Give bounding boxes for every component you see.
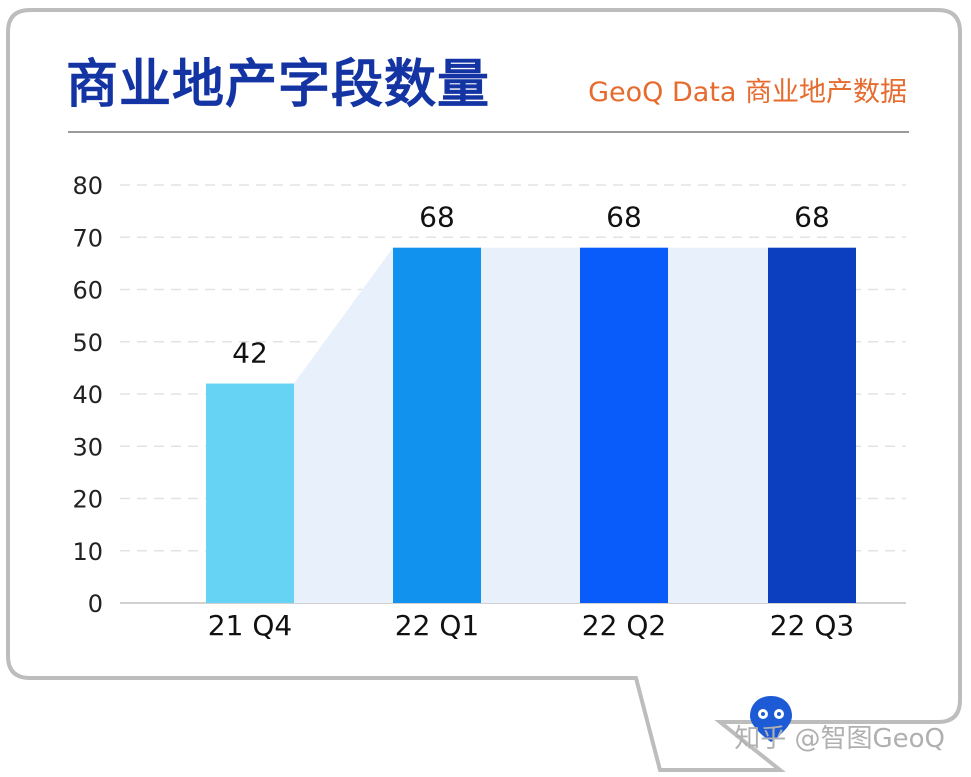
footer-credit: 知乎 @智图GeoQ bbox=[734, 724, 945, 754]
x-tick-label: 22 Q2 bbox=[582, 609, 666, 642]
y-tick-label: 10 bbox=[72, 538, 103, 566]
y-tick-label: 50 bbox=[72, 329, 103, 357]
y-tick-label: 80 bbox=[72, 172, 103, 200]
y-tick-label: 0 bbox=[88, 590, 103, 618]
x-axis-labels: 21 Q4 22 Q1 22 Q2 22 Q3 bbox=[208, 609, 854, 642]
bar-21-q4 bbox=[206, 383, 294, 603]
y-tick-label: 40 bbox=[72, 381, 103, 409]
x-tick-label: 22 Q1 bbox=[395, 609, 479, 642]
bars bbox=[206, 247, 856, 603]
chart-title: 商业地产字段数量 bbox=[66, 55, 491, 115]
connector-band bbox=[206, 247, 856, 603]
header-divider bbox=[68, 131, 909, 133]
bar-22-q3 bbox=[768, 247, 856, 603]
data-label: 68 bbox=[606, 201, 642, 234]
data-label: 42 bbox=[232, 337, 268, 370]
y-tick-label: 20 bbox=[72, 486, 103, 514]
geoq-logo-icon bbox=[750, 696, 792, 742]
x-tick-label: 22 Q3 bbox=[770, 609, 854, 642]
data-labels: 42 68 68 68 bbox=[232, 201, 830, 370]
bar-22-q1 bbox=[393, 247, 481, 603]
data-label: 68 bbox=[419, 201, 455, 234]
chart-subtitle: GeoQ Data 商业地产数据 bbox=[588, 77, 907, 108]
y-tick-label: 60 bbox=[72, 277, 103, 305]
y-axis-tick-labels: 0 10 20 30 40 50 60 70 80 bbox=[72, 172, 103, 618]
data-label: 68 bbox=[794, 201, 830, 234]
bar-22-q2 bbox=[580, 247, 668, 603]
y-tick-label: 70 bbox=[72, 224, 103, 252]
y-tick-label: 30 bbox=[72, 433, 103, 461]
x-tick-label: 21 Q4 bbox=[208, 609, 292, 642]
